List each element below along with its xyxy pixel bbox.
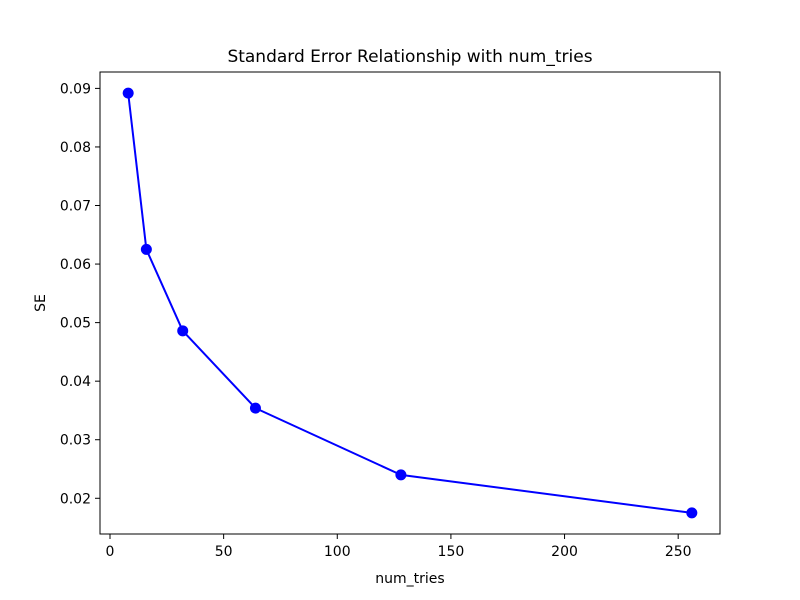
x-tick-label: 200	[551, 544, 578, 560]
y-axis-label: SE	[33, 294, 49, 312]
data-point	[122, 87, 134, 99]
x-tick-label: 250	[665, 544, 692, 560]
data-line	[127, 92, 692, 514]
axes-frame	[99, 71, 721, 535]
y-tick-label: 0.06	[60, 257, 91, 273]
x-tick-label: 50	[215, 544, 233, 560]
data-point	[249, 402, 261, 414]
x-tick-label: 100	[324, 544, 351, 560]
data-point	[686, 507, 698, 519]
data-point	[177, 325, 189, 337]
y-tick-label: 0.08	[60, 140, 91, 156]
data-point	[140, 243, 152, 255]
x-axis-label: num_tries	[375, 571, 444, 587]
y-tick-label: 0.07	[60, 199, 91, 215]
chart-title: Standard Error Relationship with num_tri…	[227, 47, 592, 67]
y-tick-label: 0.04	[60, 374, 91, 390]
x-tick-label: 0	[106, 544, 115, 560]
y-tick-label: 0.03	[60, 433, 91, 449]
y-tick-label: 0.05	[60, 316, 91, 332]
x-tick-label: 150	[438, 544, 465, 560]
y-tick-label: 0.09	[60, 81, 91, 97]
y-tick-label: 0.02	[60, 491, 91, 507]
data-point	[395, 469, 407, 481]
